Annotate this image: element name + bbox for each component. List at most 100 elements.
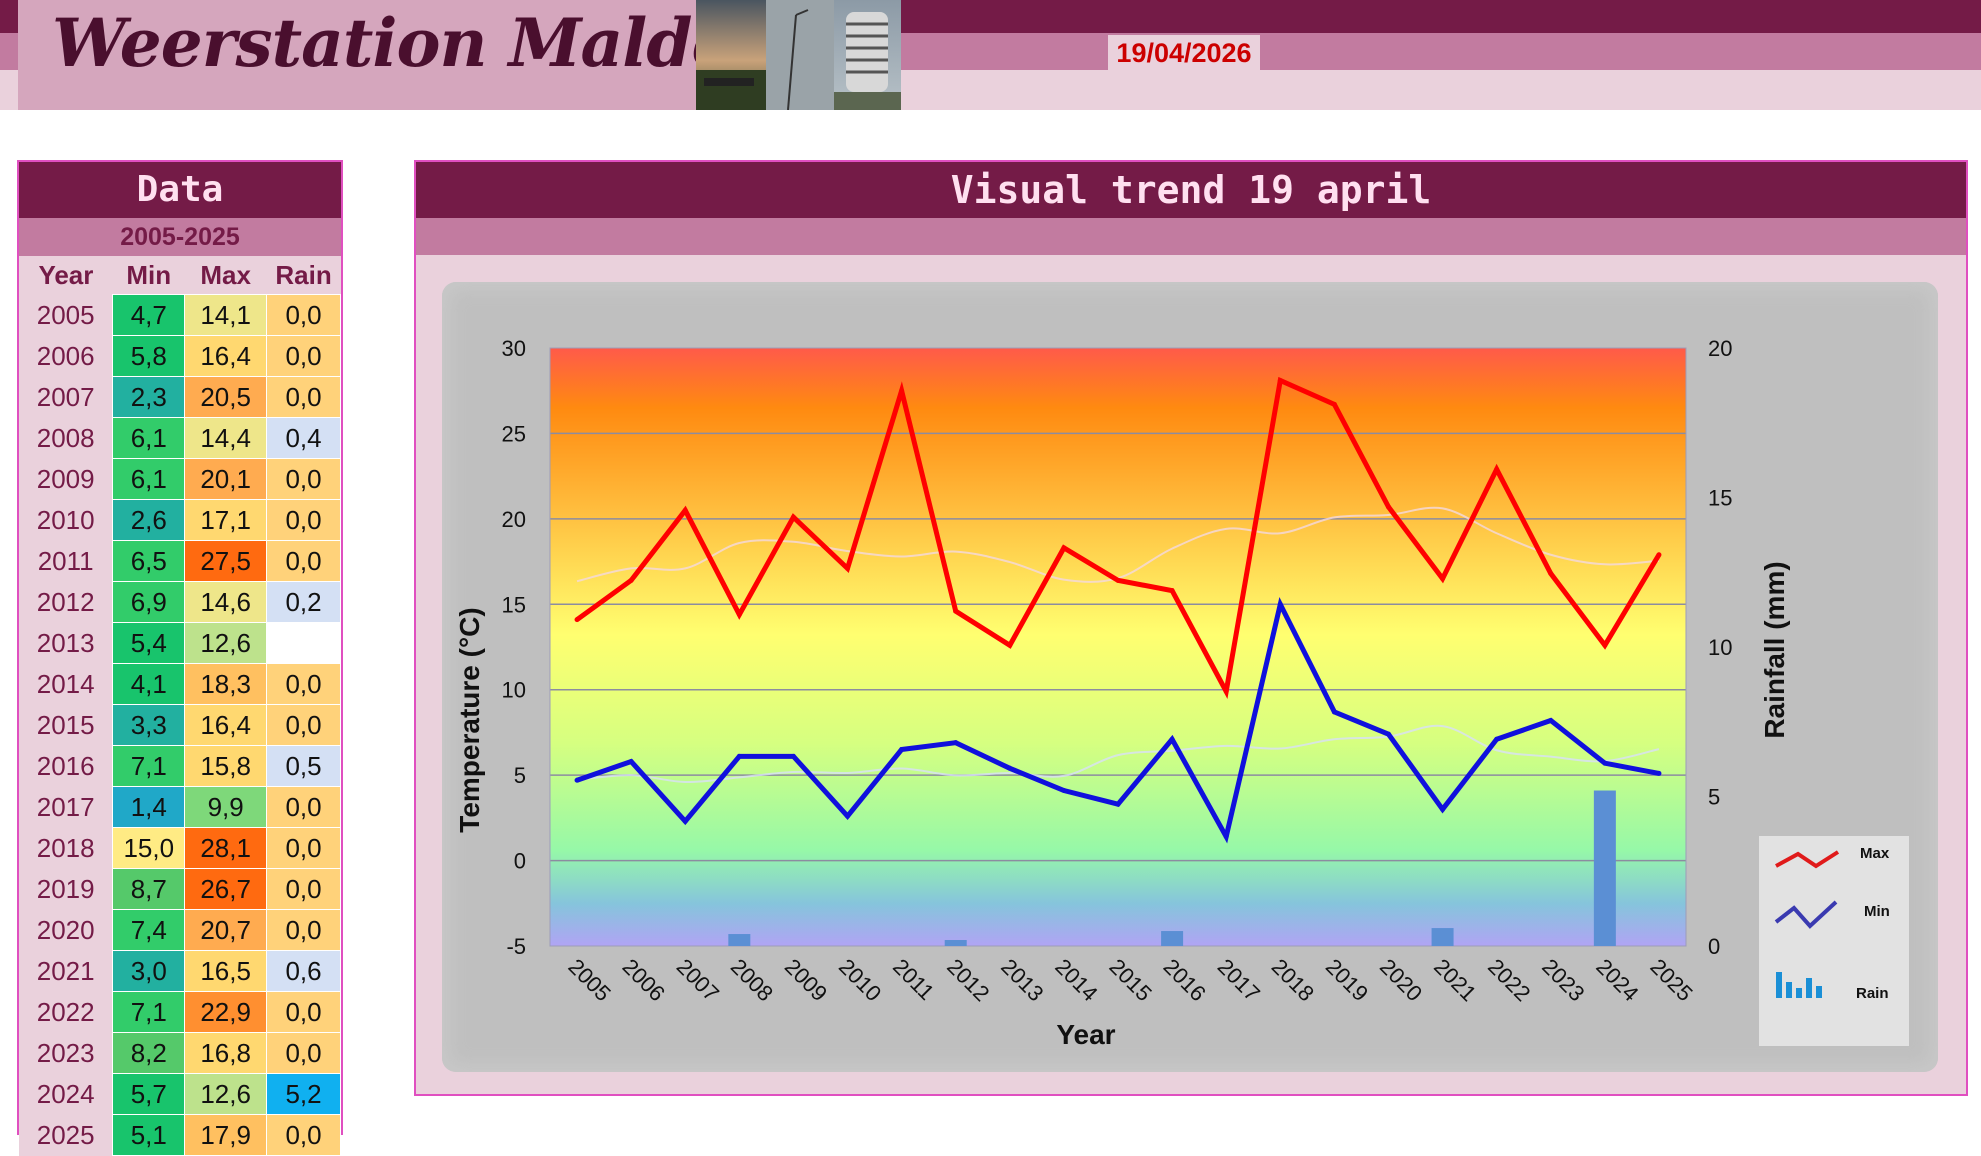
legend-min-label: Min xyxy=(1864,903,1890,920)
cell-max: 26,7 xyxy=(184,868,268,910)
max-point xyxy=(790,514,796,520)
cell-min: 5,4 xyxy=(112,622,186,664)
cell-min: 6,1 xyxy=(112,417,186,459)
max-point xyxy=(628,577,634,583)
min-point xyxy=(1440,806,1446,812)
data-panel-range: 2005-2025 xyxy=(19,218,341,256)
cell-rain: 0,0 xyxy=(266,909,341,951)
cell-year: 2018 xyxy=(19,827,113,869)
data-table: Year Min Max Rain 2005 4,7 14,1 0,0 2006 5,8 1… xyxy=(19,256,341,1156)
cell-year: 2009 xyxy=(19,458,113,500)
legend-max-label: Max xyxy=(1860,845,1890,862)
cell-rain: 0,0 xyxy=(266,458,341,500)
cell-year: 2023 xyxy=(19,1032,113,1074)
cell-max: 12,6 xyxy=(184,622,268,664)
cell-max: 16,4 xyxy=(184,335,268,377)
cell-min: 8,2 xyxy=(112,1032,186,1074)
legend-box xyxy=(1759,836,1909,1046)
cell-year: 2005 xyxy=(19,294,113,336)
legend: Max Min Rain xyxy=(1759,836,1909,1046)
cell-max: 14,4 xyxy=(184,417,268,459)
cell-rain: 0,0 xyxy=(266,1032,341,1074)
max-point xyxy=(1115,577,1121,583)
cell-rain: 0,0 xyxy=(266,663,341,705)
table-row: 2015 3,3 16,4 0,0 xyxy=(19,704,341,746)
x-tick-label: 2008 xyxy=(726,954,778,1006)
legend-max-swatch xyxy=(1775,850,1840,869)
x-tick-label: 2011 xyxy=(888,954,939,1005)
cell-max: 16,5 xyxy=(184,950,268,992)
table-row: 2005 4,7 14,1 0,0 xyxy=(19,294,341,336)
x-tick-label: 2010 xyxy=(834,954,886,1006)
col-max-header: Max xyxy=(200,259,251,290)
cell-year: 2011 xyxy=(19,540,113,582)
cell-min: 7,4 xyxy=(112,909,186,951)
x-tick-label: 2005 xyxy=(564,954,616,1006)
cell-year: 2025 xyxy=(19,1114,113,1156)
cell-rain xyxy=(266,622,341,664)
cell-min: 15,0 xyxy=(112,827,186,869)
table-row: 2020 7,4 20,7 0,0 xyxy=(19,909,341,951)
y2-tick-label: 5 xyxy=(1708,785,1720,810)
x-tick-label: 2019 xyxy=(1321,954,1373,1006)
min-point xyxy=(1548,717,1554,723)
cell-max: 14,6 xyxy=(184,581,268,623)
min-point xyxy=(953,740,959,746)
x-tick-label: 2015 xyxy=(1104,954,1156,1006)
cell-min: 7,1 xyxy=(112,745,186,787)
cell-year: 2022 xyxy=(19,991,113,1033)
current-date: 19/04/2026 xyxy=(1108,35,1260,71)
x-tick-label: 2014 xyxy=(1050,954,1102,1006)
cell-max: 18,3 xyxy=(184,663,268,705)
y2-tick-label: 10 xyxy=(1708,635,1732,660)
cell-rain: 0,0 xyxy=(266,868,341,910)
cell-max: 14,1 xyxy=(184,294,268,336)
cell-max: 20,5 xyxy=(184,376,268,418)
x-tick-label: 2016 xyxy=(1159,954,1211,1006)
cell-rain: 0,0 xyxy=(266,335,341,377)
cell-min: 4,7 xyxy=(112,294,186,336)
cell-max: 22,9 xyxy=(184,991,268,1033)
table-row: 2006 5,8 16,4 0,0 xyxy=(19,335,341,377)
y-tick-label: 25 xyxy=(502,421,526,446)
y-tick-label: 5 xyxy=(514,763,526,788)
table-row: 2013 5,4 12,6 xyxy=(19,622,341,664)
cell-min: 3,0 xyxy=(112,950,186,992)
y-axis-label: Temperature (°C) xyxy=(454,607,485,832)
x-tick-label: 2012 xyxy=(942,954,994,1006)
cell-rain: 0,0 xyxy=(266,786,341,828)
cell-min: 5,8 xyxy=(112,335,186,377)
max-point xyxy=(736,612,742,618)
table-row: 2014 4,1 18,3 0,0 xyxy=(19,663,341,705)
col-year-header: Year xyxy=(38,259,94,290)
cell-rain: 0,0 xyxy=(266,991,341,1033)
rain-bar xyxy=(1161,931,1184,946)
cell-max: 20,7 xyxy=(184,909,268,951)
max-point xyxy=(1548,571,1554,577)
max-point xyxy=(574,617,580,623)
cell-min: 6,1 xyxy=(112,458,186,500)
cell-year: 2012 xyxy=(19,581,113,623)
cell-min: 6,9 xyxy=(112,581,186,623)
table-row: 2011 6,5 27,5 0,0 xyxy=(19,540,341,582)
min-point xyxy=(899,747,905,753)
min-point xyxy=(736,753,742,759)
y-tick-label: -5 xyxy=(506,934,526,959)
cell-year: 2024 xyxy=(19,1073,113,1115)
cell-max: 9,9 xyxy=(184,786,268,828)
cell-max: 12,6 xyxy=(184,1073,268,1115)
x-tick-label: 2013 xyxy=(996,954,1048,1006)
rain-bar xyxy=(944,940,967,946)
cell-min: 5,1 xyxy=(112,1114,186,1156)
min-point xyxy=(1115,801,1121,807)
cell-year: 2013 xyxy=(19,622,113,664)
data-panel-title: Data xyxy=(19,162,341,218)
table-row: 2024 5,7 12,6 5,2 xyxy=(19,1073,341,1115)
x-tick-label: 2006 xyxy=(618,954,670,1006)
cell-year: 2008 xyxy=(19,417,113,459)
cell-min: 2,3 xyxy=(112,376,186,418)
max-point xyxy=(1277,377,1283,383)
x-axis-label: Year xyxy=(1056,1019,1115,1050)
cell-max: 20,1 xyxy=(184,458,268,500)
cell-min: 4,1 xyxy=(112,663,186,705)
